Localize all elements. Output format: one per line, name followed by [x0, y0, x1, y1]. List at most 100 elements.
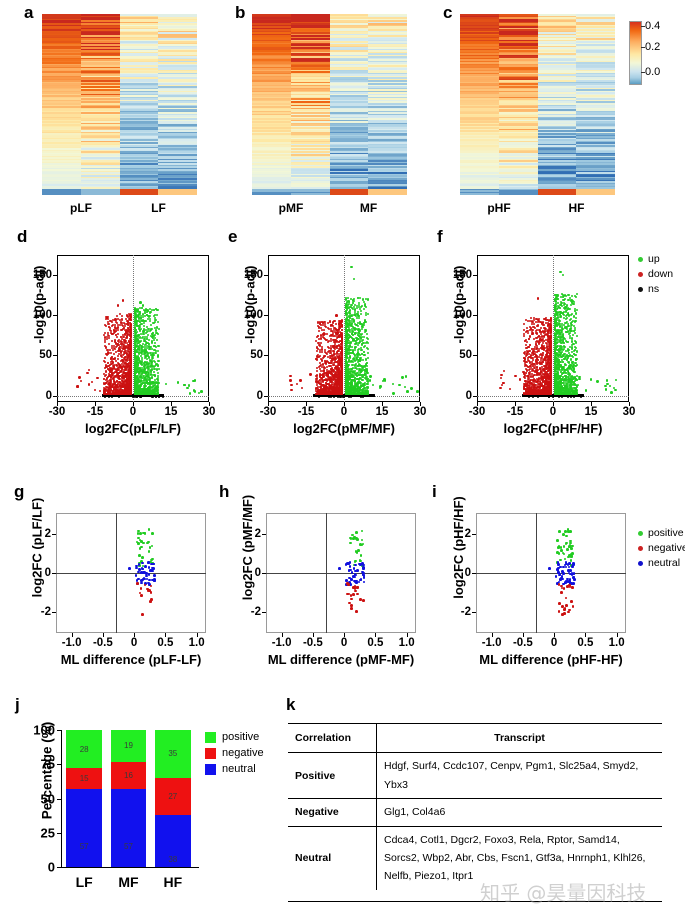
- data-point: [125, 369, 127, 371]
- heatmap-b-left-label: pMF: [252, 201, 330, 215]
- data-point: [112, 384, 114, 386]
- data-point: [104, 332, 106, 334]
- panel-letter-c: c: [443, 4, 452, 21]
- data-point: [88, 383, 90, 385]
- data-point: [130, 329, 132, 331]
- data-point: [108, 343, 110, 345]
- panel-letter-b: b: [235, 4, 245, 21]
- data-point: [117, 333, 119, 335]
- data-point: [128, 388, 130, 390]
- data-point: [78, 376, 80, 378]
- data-point: [139, 337, 141, 339]
- data-point: [143, 365, 145, 367]
- data-point: [126, 363, 128, 365]
- data-point: [104, 357, 106, 359]
- heatmap-column: [120, 14, 159, 195]
- data-point: [158, 345, 160, 347]
- volcano-d-xlabel: log2FC(pLF/LF): [85, 421, 181, 436]
- data-point: [158, 360, 160, 362]
- data-point: [125, 331, 127, 333]
- heatmap-cell: [499, 193, 538, 195]
- heatmap-column: [538, 14, 577, 195]
- data-point: [96, 377, 99, 380]
- heatmap-colorbar: [629, 21, 642, 85]
- data-point: [113, 379, 115, 381]
- panel-letter-f: f: [437, 228, 443, 245]
- data-point: [119, 375, 121, 377]
- data-point: [157, 350, 159, 352]
- panel-letter-h: h: [219, 483, 229, 500]
- data-point: [115, 351, 117, 353]
- data-point: [111, 347, 113, 349]
- data-point: [120, 354, 122, 356]
- data-point: [105, 316, 107, 318]
- heatmap-cell: [368, 193, 407, 195]
- heatmap-canvas: [460, 14, 615, 195]
- heatmap-phf-hf: pHF HF: [460, 14, 615, 195]
- data-point: [116, 336, 118, 338]
- data-point: [104, 395, 106, 397]
- heatmap-cell: [538, 193, 577, 195]
- data-point: [108, 337, 110, 339]
- data-point: [122, 328, 124, 330]
- heatmap-column: [291, 14, 330, 195]
- heatmap-cell: [252, 193, 291, 195]
- data-point: [145, 332, 147, 334]
- data-point: [113, 353, 115, 355]
- heatmap-a-left-label: pLF: [42, 201, 120, 215]
- heatmap-canvas: [42, 14, 197, 195]
- data-point: [154, 379, 156, 381]
- data-point: [150, 386, 152, 388]
- data-point: [118, 347, 120, 349]
- heatmap-column: [158, 14, 197, 195]
- panel-letter-g: g: [14, 483, 24, 500]
- heatmap-a-right-label: LF: [120, 201, 197, 215]
- data-point: [103, 383, 105, 385]
- data-point: [144, 357, 146, 359]
- data-point: [105, 365, 107, 367]
- data-point: [127, 316, 129, 318]
- data-point: [157, 384, 159, 386]
- heatmap-b-right-label: MF: [330, 201, 407, 215]
- heatmap-cell: [330, 193, 369, 195]
- data-point: [130, 384, 132, 386]
- data-point: [129, 314, 131, 316]
- data-point: [122, 354, 124, 356]
- data-point: [155, 396, 157, 398]
- data-point: [117, 389, 119, 391]
- data-point: [127, 344, 129, 346]
- heatmap-column: [330, 14, 369, 195]
- heatmap-column: [460, 14, 499, 195]
- data-point: [138, 342, 140, 344]
- data-point: [112, 349, 114, 351]
- data-point: [109, 349, 111, 351]
- data-point: [116, 385, 118, 387]
- data-point: [155, 330, 157, 332]
- data-point: [120, 370, 122, 372]
- data-point: [108, 335, 110, 337]
- heatmap-column: [576, 14, 615, 195]
- heatmap-column: [81, 14, 120, 195]
- data-point: [114, 318, 117, 321]
- data-point: [157, 375, 159, 377]
- colorbar-tick-1: 0.2: [645, 41, 660, 53]
- data-point: [108, 382, 110, 384]
- data-point: [130, 358, 132, 360]
- data-point: [119, 313, 121, 315]
- data-point: [114, 340, 116, 342]
- data-point: [106, 378, 108, 380]
- heatmap-cell: [81, 193, 120, 195]
- heatmap-plf-lf: pLF LF: [42, 14, 197, 195]
- heatmap-column: [368, 14, 407, 195]
- panel-letter-e: e: [228, 228, 237, 245]
- data-point: [116, 374, 118, 376]
- colorbar-tick-2: 0.0: [645, 66, 660, 78]
- data-point: [119, 324, 121, 326]
- data-point: [107, 362, 109, 364]
- panel-letter-a: a: [24, 4, 33, 21]
- heatmap-cell: [460, 193, 499, 195]
- heatmap-c-right-label: HF: [538, 201, 615, 215]
- heatmap-cell: [120, 193, 159, 195]
- data-point: [105, 371, 107, 373]
- data-point: [153, 371, 155, 373]
